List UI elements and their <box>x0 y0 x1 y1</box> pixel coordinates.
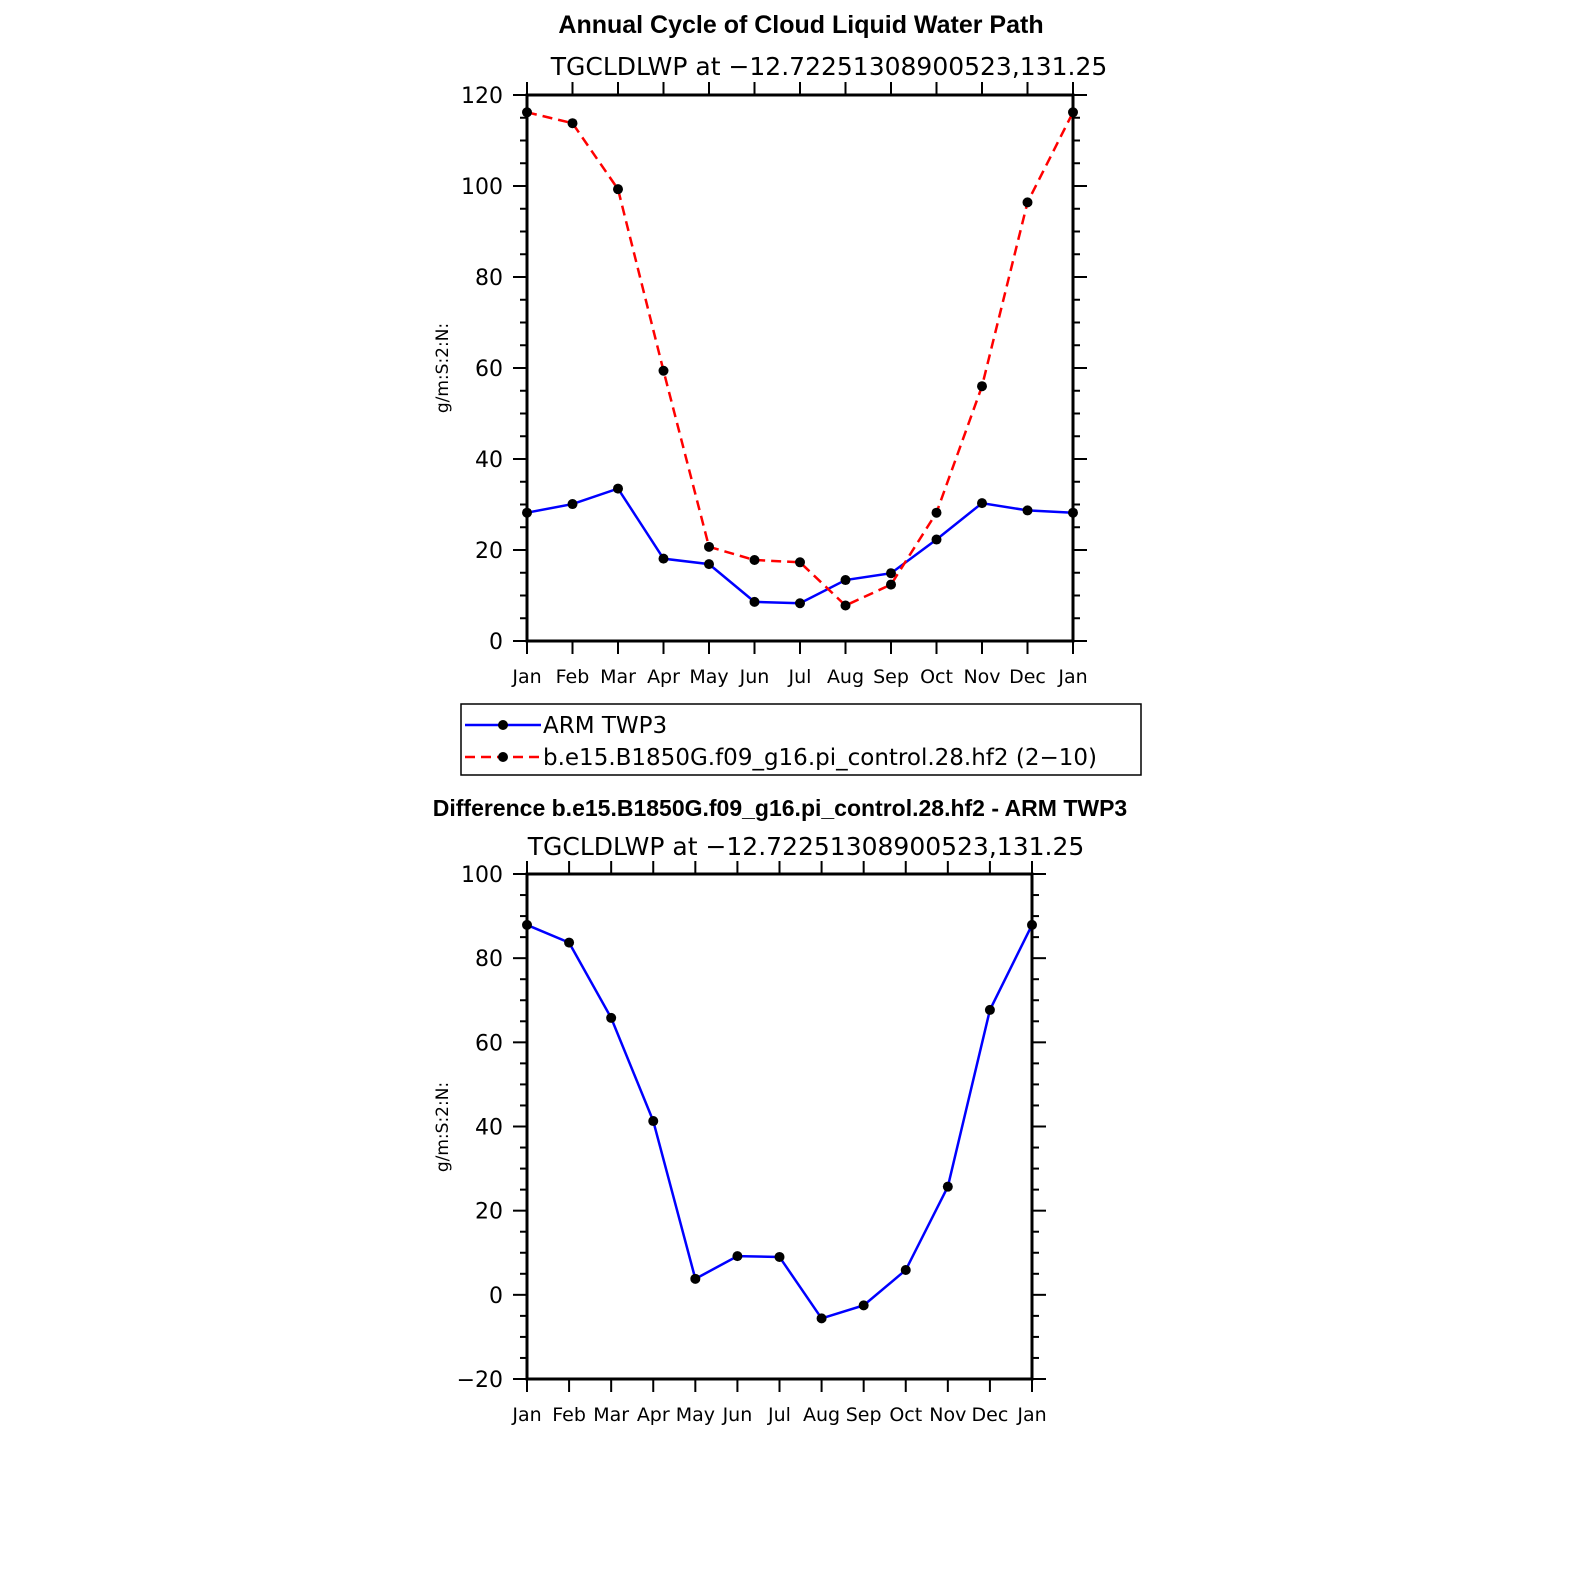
legend-marker-arm <box>498 720 508 730</box>
y-tick-label: 40 <box>475 1116 503 1141</box>
data-point-0 <box>704 559 714 570</box>
data-point-1 <box>840 600 851 611</box>
x-tick-label: Apr <box>647 666 680 688</box>
data-point-0 <box>942 1181 953 1192</box>
y-tick-label: 60 <box>475 1031 503 1056</box>
x-tick-label: Oct <box>889 1404 922 1426</box>
y-axis-label: g/m:S:2:N: <box>433 323 453 413</box>
y-tick-label: 100 <box>461 175 503 200</box>
y-tick-label: 60 <box>475 357 503 382</box>
data-point-0 <box>749 596 760 607</box>
legend-label-arm: ARM TWP3 <box>543 713 667 739</box>
legend-label-model: b.e15.B1850G.f09_g16.pi_control.28.hf2 (… <box>543 745 1097 771</box>
x-tick-label: Jul <box>788 666 812 688</box>
data-point-0 <box>984 1004 995 1015</box>
data-point-0 <box>522 919 532 930</box>
data-point-1 <box>704 541 714 552</box>
data-point-0 <box>1022 505 1033 516</box>
data-point-0 <box>900 1265 911 1276</box>
x-tick-label: Mar <box>593 1404 629 1426</box>
data-point-0 <box>522 507 532 518</box>
data-point-1 <box>1022 197 1033 208</box>
chart-title: Difference b.e15.B1850G.f09_g16.pi_contr… <box>433 795 1127 821</box>
legend: ARM TWP3 b.e15.B1850G.f09_g16.pi_control… <box>460 703 1142 776</box>
series-line-0 <box>526 487 1074 605</box>
data-point-1 <box>977 381 987 392</box>
difference-chart: Difference b.e15.B1850G.f09_g16.pi_contr… <box>433 795 1127 1426</box>
x-tick-label: Jun <box>722 1404 753 1426</box>
y-tick-label: 0 <box>489 630 503 655</box>
data-point-1 <box>613 184 623 195</box>
x-tick-label: Nov <box>929 1404 966 1426</box>
series-line-1 <box>526 111 1075 607</box>
y-tick-label: 40 <box>475 448 503 473</box>
x-tick-label: May <box>676 1404 715 1426</box>
data-point-0 <box>774 1251 785 1262</box>
x-tick-label: Aug <box>827 666 864 688</box>
chart-title: Annual Cycle of Cloud Liquid Water Path <box>558 11 1043 39</box>
data-point-0 <box>816 1313 827 1324</box>
x-tick-label: Feb <box>552 1404 586 1426</box>
x-tick-label: Jan <box>1016 1404 1046 1426</box>
x-tick-label: Jun <box>739 666 770 688</box>
x-tick-label: Jan <box>511 1404 541 1426</box>
x-tick-label: Oct <box>920 666 953 688</box>
plot-frame <box>525 872 1034 1381</box>
data-point-0 <box>977 498 987 509</box>
data-point-1 <box>658 365 669 376</box>
data-point-1 <box>931 507 942 518</box>
legend-marker-model <box>498 752 508 762</box>
data-point-0 <box>732 1251 743 1262</box>
y-tick-label: 20 <box>475 1200 503 1225</box>
x-tick-label: Sep <box>873 666 909 688</box>
data-point-0 <box>886 568 896 579</box>
y-tick-label: −20 <box>457 1368 503 1393</box>
data-point-1 <box>522 107 532 118</box>
y-tick-label: 20 <box>475 539 503 564</box>
data-point-1 <box>567 118 578 129</box>
data-point-1 <box>749 555 760 566</box>
y-axis-label: g/m:S:2:N: <box>433 1082 453 1172</box>
y-tick-label: 0 <box>489 1284 503 1309</box>
x-tick-label: Dec <box>972 1404 1009 1426</box>
data-point-0 <box>1068 507 1078 518</box>
x-tick-label: Jan <box>511 666 541 688</box>
legend-box <box>460 703 1142 776</box>
data-point-1 <box>1068 107 1078 118</box>
x-tick-label: Jul <box>767 1404 791 1426</box>
data-point-0 <box>606 1012 617 1023</box>
x-tick-label: Nov <box>963 666 1000 688</box>
data-point-0 <box>795 598 805 609</box>
x-tick-label: Apr <box>637 1404 670 1426</box>
plot-area: 0 20 40 60 80 100 120 Jan Feb Mar Apr May Jun Jul Aug S… <box>461 82 1088 688</box>
chart-subtitle: TGCLDLWP at −12.72251308900523,131.25 <box>527 832 1085 861</box>
data-point-0 <box>567 499 578 510</box>
annual-cycle-chart: Annual Cycle of Cloud Liquid Water Path … <box>433 11 1142 776</box>
x-tick-label: Aug <box>803 1404 840 1426</box>
data-point-0 <box>1027 919 1037 930</box>
plot-area: −20 0 20 40 60 80 100 Jan Feb Mar Apr May Jun Jul Aug S… <box>457 861 1047 1426</box>
x-tick-label: Mar <box>600 666 636 688</box>
data-point-0 <box>931 534 942 545</box>
data-point-1 <box>795 557 805 568</box>
data-point-0 <box>840 575 851 586</box>
x-tick-label: Feb <box>556 666 590 688</box>
x-tick-label: May <box>689 666 728 688</box>
data-point-0 <box>564 937 575 948</box>
y-tick-label: 120 <box>461 84 503 109</box>
chart-subtitle: TGCLDLWP at −12.72251308900523,131.25 <box>550 52 1108 81</box>
data-point-0 <box>648 1116 659 1127</box>
data-point-0 <box>858 1300 869 1311</box>
data-point-0 <box>613 483 623 494</box>
x-tick-label: Sep <box>846 1404 882 1426</box>
data-point-0 <box>658 553 669 564</box>
y-tick-label: 100 <box>461 863 503 888</box>
x-tick-label: Jan <box>1057 666 1087 688</box>
data-point-0 <box>690 1273 701 1284</box>
data-point-1 <box>886 579 896 590</box>
x-tick-label: Dec <box>1009 666 1046 688</box>
y-tick-label: 80 <box>475 947 503 972</box>
y-tick-label: 80 <box>475 266 503 291</box>
